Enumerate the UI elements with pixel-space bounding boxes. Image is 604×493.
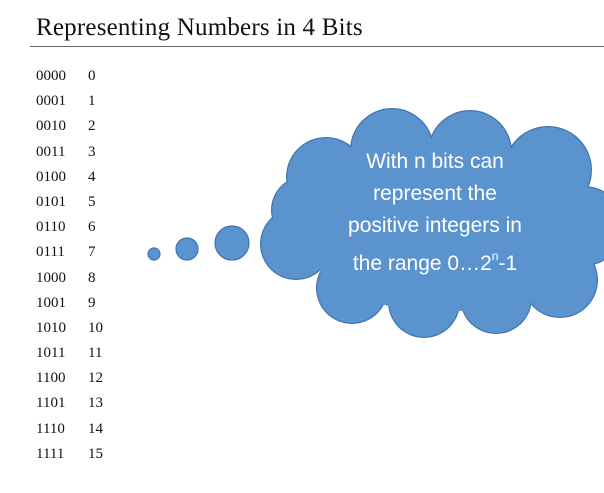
thought-bubble-text: With n bits can represent the positive i…	[310, 146, 560, 280]
binary-value: 1010	[36, 319, 66, 336]
slide-title: Representing Numbers in 4 Bits	[36, 14, 363, 41]
table-row: 0001 1	[36, 91, 118, 116]
decimal-value: 6	[88, 219, 96, 236]
thought-line-4: the range 0…2n-1	[310, 242, 560, 280]
table-row: 1011 11	[36, 343, 118, 368]
decimal-value: 14	[88, 420, 103, 437]
table-row: 1101 13	[36, 393, 118, 418]
thought-line-3: positive integers in	[348, 214, 522, 237]
thought-cloud	[260, 108, 604, 338]
title-divider	[30, 46, 604, 47]
table-row: 1001 9	[36, 293, 118, 318]
thought-line-1: With n bits can	[366, 150, 504, 173]
binary-value: 1000	[36, 269, 66, 286]
binary-value: 0000	[36, 68, 66, 84]
table-row: 0111 7	[36, 242, 118, 267]
decimal-value: 7	[88, 244, 96, 261]
binary-value: 1100	[36, 370, 66, 387]
decimal-value: 15	[88, 445, 103, 462]
binary-value: 1001	[36, 294, 66, 311]
binary-value: 0011	[36, 143, 66, 160]
binary-value: 0101	[36, 193, 66, 210]
thought-dot-medium	[175, 237, 199, 261]
thought-dot-small	[147, 247, 161, 261]
thought-line-2: represent the	[373, 182, 497, 205]
thought-line-4-suffix: -1	[498, 252, 518, 275]
binary-value: 1111	[36, 445, 65, 462]
table-row: 1111 15	[36, 444, 118, 469]
table-row: 0000 0	[36, 66, 118, 91]
binary-value: 0110	[36, 219, 66, 236]
table-row: 1110 14	[36, 419, 118, 444]
table-row: 0010 2	[36, 116, 118, 141]
binary-value: 1101	[36, 395, 66, 412]
table-row: 0100 4	[36, 167, 118, 192]
decimal-value: 10	[88, 319, 103, 336]
binary-value: 1110	[36, 420, 65, 437]
binary-value: 0100	[36, 168, 66, 185]
decimal-value: 11	[88, 345, 103, 362]
decimal-value: 4	[88, 168, 96, 185]
decimal-value: 3	[88, 143, 96, 160]
decimal-value: 5	[88, 193, 96, 210]
decimal-value: 8	[88, 269, 96, 286]
table-row: 0110 6	[36, 217, 118, 242]
table-row: 0101 5	[36, 192, 118, 217]
binary-decimal-table: 0000 0 0001 1 0010 2 0011 3 0100 4 0101 5 0110 6 0111 7…	[36, 66, 118, 469]
decimal-value: 1	[88, 93, 96, 110]
binary-value: 0010	[36, 118, 66, 135]
thought-line-4-exponent: n	[491, 249, 499, 263]
decimal-value: 2	[88, 118, 96, 135]
decimal-value: 0	[88, 68, 96, 84]
table-row: 1010 10	[36, 318, 118, 343]
thought-dot-large	[214, 225, 250, 261]
thought-line-4-prefix: the range 0…2	[352, 252, 492, 275]
table-row: 0011 3	[36, 142, 118, 167]
decimal-value: 13	[88, 395, 103, 412]
decimal-value: 12	[88, 370, 103, 387]
binary-value: 0001	[36, 93, 66, 110]
table-row: 1100 12	[36, 368, 118, 393]
decimal-value: 9	[88, 294, 96, 311]
binary-value: 1011	[36, 345, 66, 362]
binary-value: 0111	[36, 244, 65, 261]
table-row: 1000 8	[36, 268, 118, 293]
